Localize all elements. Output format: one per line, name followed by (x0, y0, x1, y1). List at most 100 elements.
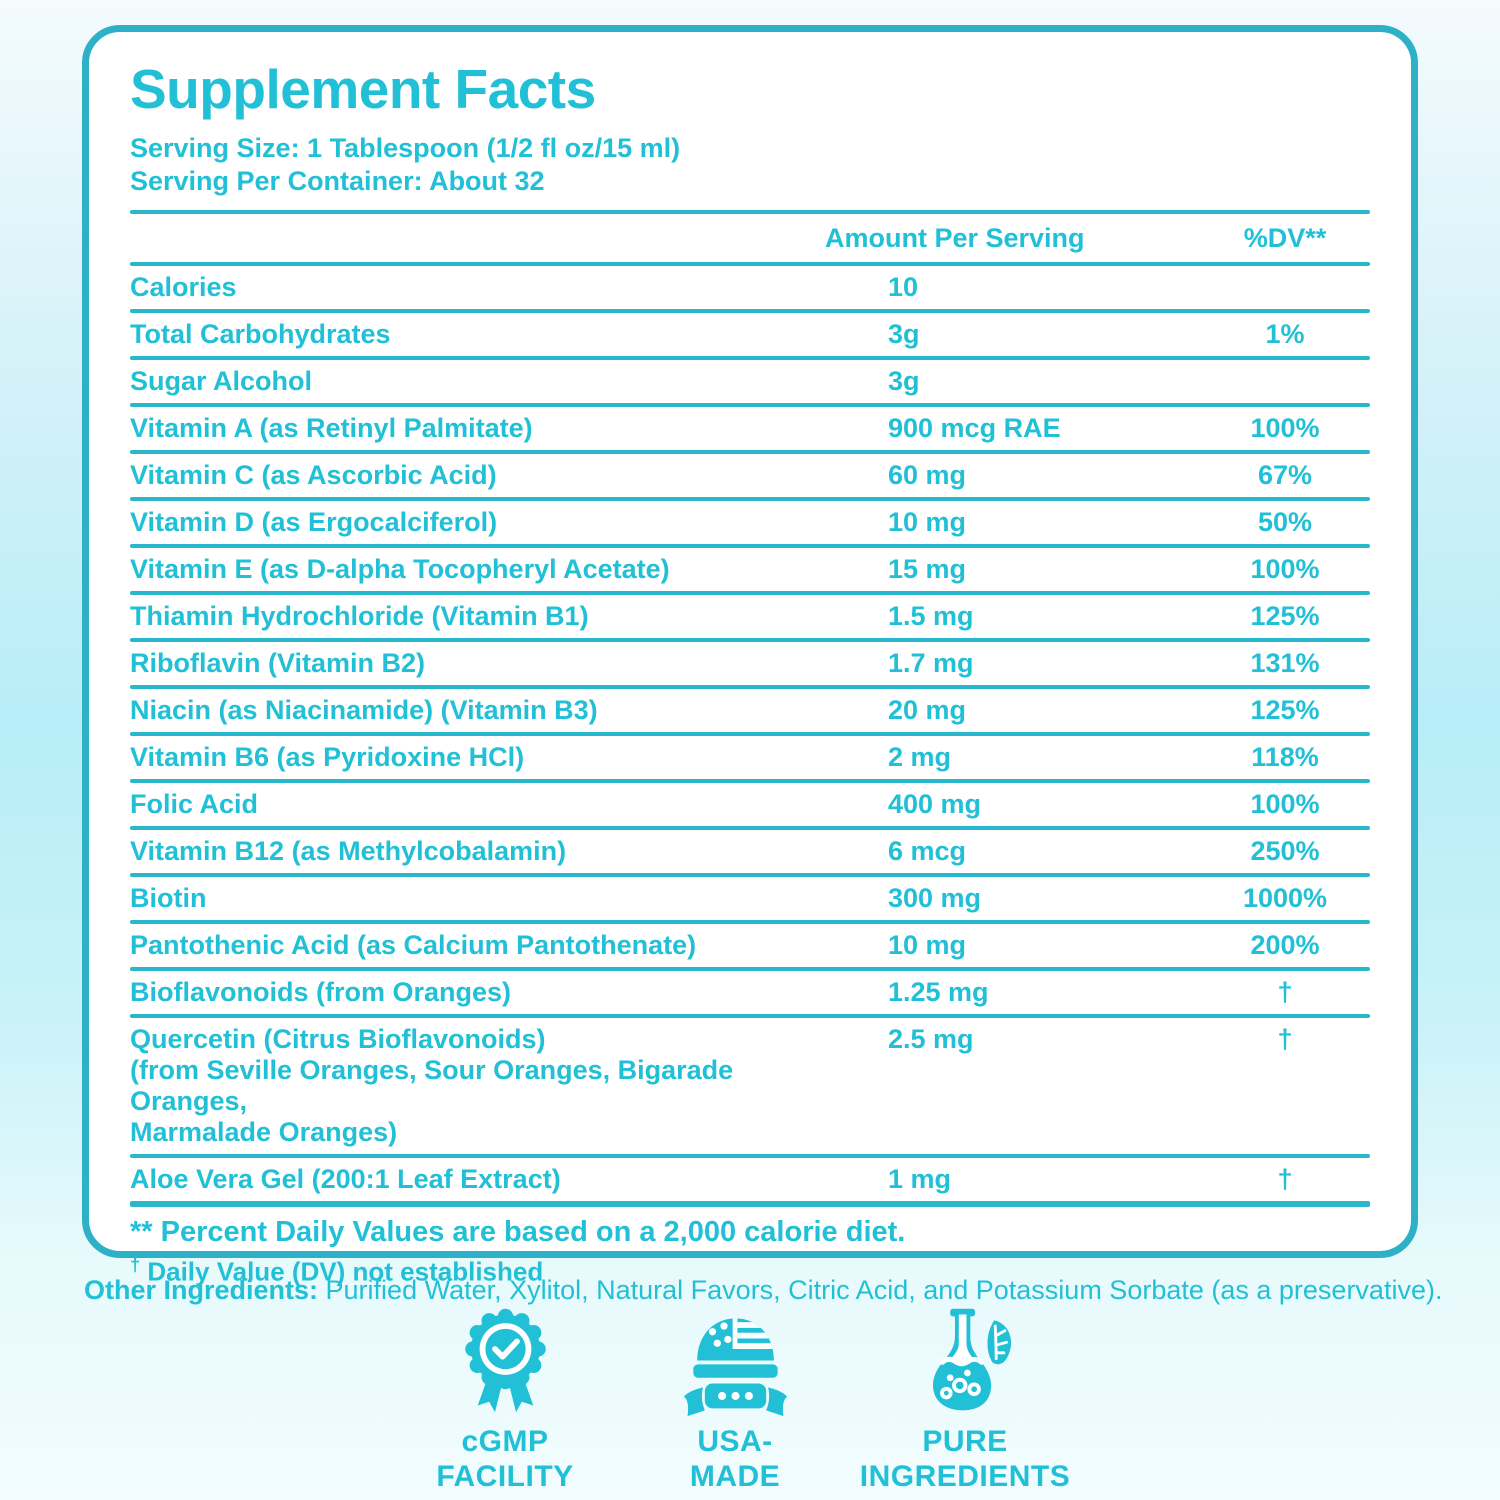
nutrient-amount: 300 mg (888, 883, 982, 913)
nutrient-dv: 50% (1257, 507, 1313, 537)
table-row: Vitamin B12 (as Methylcobalamin) 6 mcg 2… (130, 830, 1370, 873)
table-row: Quercetin (Citrus Bioflavonoids) (from S… (130, 1018, 1370, 1154)
table-row: Aloe Vera Gel (200:1 Leaf Extract) 1 mg … (130, 1158, 1370, 1201)
divider (130, 732, 1370, 736)
nutrient-dv: 125% (1250, 695, 1320, 725)
divider (130, 1154, 1370, 1158)
nutrient-name: Pantothenic Acid (as Calcium Pantothenat… (130, 930, 697, 960)
divider (130, 356, 1370, 360)
nutrient-amount: 1.5 mg (888, 601, 974, 631)
badge-pure-ingredients: PURE INGREDIENTS (860, 1303, 1070, 1494)
nutrient-dv: † (1277, 1024, 1293, 1054)
divider (130, 262, 1370, 266)
nutrient-amount: 60 mg (888, 460, 967, 490)
nutrient-name: Riboflavin (Vitamin B2) (130, 648, 426, 678)
divider (130, 497, 1370, 501)
nutrient-name: Quercetin (Citrus Bioflavonoids) (from S… (130, 1024, 734, 1147)
nutrient-name: Bioflavonoids (from Oranges) (130, 977, 512, 1007)
header-percent-dv: %DV** (1243, 223, 1327, 253)
nutrient-name: Vitamin E (as D-alpha Tocopheryl Acetate… (130, 554, 670, 584)
table-row: Riboflavin (Vitamin B2) 1.7 mg 131% (130, 642, 1370, 685)
divider (130, 309, 1370, 313)
table-row: Total Carbohydrates 3g 1% (130, 313, 1370, 356)
nutrient-amount: 20 mg (888, 695, 967, 725)
badge-label: cGMP FACILITY (436, 1425, 574, 1493)
dagger-symbol: † (130, 1255, 141, 1275)
nutrient-dv: † (1277, 1164, 1293, 1194)
table-row: Vitamin D (as Ergocalciferol) 10 mg 50% (130, 501, 1370, 544)
divider (130, 779, 1370, 783)
table-header-row: Amount Per Serving %DV** (130, 214, 1370, 262)
divider (130, 685, 1370, 689)
nutrient-name: Aloe Vera Gel (200:1 Leaf Extract) (130, 1164, 561, 1194)
nutrient-dv: 100% (1250, 789, 1320, 819)
nutrient-name: Calories (130, 272, 237, 302)
table-row: Vitamin B6 (as Pyridoxine HCl) 2 mg 118% (130, 736, 1370, 779)
nutrient-name: Biotin (130, 883, 207, 913)
nutrient-amount: 10 (888, 272, 919, 302)
nutrient-dv: 250% (1250, 836, 1320, 866)
supplement-facts-panel: Supplement Facts Serving Size: 1 Tablesp… (82, 25, 1418, 1287)
badge-label: USA- MADE (689, 1425, 781, 1493)
nutrient-dv: 125% (1250, 601, 1320, 631)
nutrient-amount: 10 mg (888, 930, 967, 960)
divider (130, 591, 1370, 595)
nutrient-amount: 1.7 mg (888, 648, 974, 678)
nutrient-name: Thiamin Hydrochloride (Vitamin B1) (130, 601, 589, 631)
divider (130, 638, 1370, 642)
other-ingredients: Other Ingredients: Purified Water, Xylit… (84, 1274, 1442, 1306)
divider (130, 210, 1370, 214)
nutrient-amount: 15 mg (888, 554, 967, 584)
nutrient-dv: 1% (1265, 319, 1305, 349)
nutrient-name: Vitamin B12 (as Methylcobalamin) (130, 836, 567, 866)
divider (130, 873, 1370, 877)
divider (130, 544, 1370, 548)
nutrient-dv: 67% (1257, 460, 1313, 490)
nutrient-name: Vitamin A (as Retinyl Palmitate) (130, 413, 533, 443)
table-row: Niacin (as Niacinamide) (Vitamin B3) 20 … (130, 689, 1370, 732)
nutrient-amount: 2.5 mg (888, 1024, 974, 1054)
nutrient-amount: 2 mg (888, 742, 952, 772)
nutrient-dv: † (1277, 977, 1293, 1007)
nutrient-dv: 200% (1250, 930, 1320, 960)
nutrient-dv: 1000% (1242, 883, 1328, 913)
nutrient-amount: 1 mg (888, 1164, 952, 1194)
divider (130, 403, 1370, 407)
nutrient-name: Folic Acid (130, 789, 259, 819)
divider (130, 826, 1370, 830)
header-amount-per-serving: Amount Per Serving (825, 223, 1085, 253)
badge-usa-made: USA- MADE (635, 1303, 835, 1494)
page-title: Supplement Facts (130, 58, 596, 120)
nutrient-dv: 118% (1251, 742, 1319, 772)
certification-badges: cGMP FACILITY (0, 1303, 1470, 1494)
nutrient-dv: 100% (1250, 554, 1320, 584)
serving-size: Serving Size: 1 Tablespoon (1/2 fl oz/15… (130, 133, 681, 163)
table-row: Biotin 300 mg 1000% (130, 877, 1370, 920)
nutrient-amount: 400 mg (888, 789, 982, 819)
nutrient-amount: 3g (888, 366, 920, 396)
table-row: Vitamin E (as D-alpha Tocopheryl Acetate… (130, 548, 1370, 591)
divider (130, 1014, 1370, 1018)
servings-per-container: Serving Per Container: About 32 (130, 166, 545, 196)
other-ingredients-label: Other Ingredients: (84, 1275, 319, 1305)
table-row: Sugar Alcohol 3g (130, 360, 1370, 403)
usa-building-icon (683, 1318, 787, 1417)
divider (130, 967, 1370, 971)
nutrient-amount: 900 mcg RAE (888, 413, 1061, 443)
nutrient-amount: 10 mg (888, 507, 967, 537)
footnote-dv-not-established: † Daily Value (DV) not established (130, 1255, 544, 1287)
table-row: Thiamin Hydrochloride (Vitamin B1) 1.5 m… (130, 595, 1370, 638)
nutrient-name: Total Carbohydrates (130, 319, 391, 349)
table-row: Bioflavonoids (from Oranges) 1.25 mg † (130, 971, 1370, 1014)
facts-table-body: Calories 10 Total Carbohydrates 3g 1% Su… (130, 266, 1370, 1207)
table-row: Vitamin C (as Ascorbic Acid) 60 mg 67% (130, 454, 1370, 497)
table-row: Calories 10 (130, 266, 1370, 309)
footnote-daily-values: ** Percent Daily Values are based on a 2… (130, 1216, 906, 1248)
divider (130, 920, 1370, 924)
table-row: Vitamin A (as Retinyl Palmitate) 900 mcg… (130, 407, 1370, 450)
nutrient-dv: 131% (1250, 648, 1320, 678)
nutrient-name: Vitamin C (as Ascorbic Acid) (130, 460, 497, 490)
badge-cgmp-facility: cGMP FACILITY (405, 1303, 605, 1494)
badge-label: PURE INGREDIENTS (859, 1425, 1071, 1493)
other-ingredients-text: Purified Water, Xylitol, Natural Favors,… (318, 1275, 1443, 1305)
